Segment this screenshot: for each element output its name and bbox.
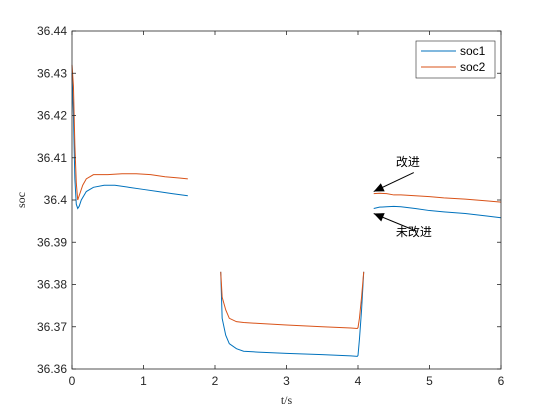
y-tick-label: 36.37 bbox=[37, 320, 67, 334]
y-tick-label: 36.4 bbox=[44, 193, 68, 207]
y-tick-label: 36.39 bbox=[37, 235, 67, 249]
annotation-label: 未改进 bbox=[396, 225, 432, 239]
series-soc1-segment-0 bbox=[71, 73, 188, 210]
series-soc1-segment-1 bbox=[220, 271, 365, 357]
series-soc2-segment-2 bbox=[373, 192, 502, 203]
x-tick-label: 4 bbox=[355, 374, 362, 388]
legend: soc1 soc2 bbox=[415, 40, 496, 79]
y-axis-label: soc bbox=[14, 192, 28, 208]
ticks-layer: 0 1 2 3 4 5 6 36.36 36.37 36.38 36.39 36.4 36.41 36.4… bbox=[37, 24, 505, 388]
annotation-arrowhead bbox=[373, 213, 385, 222]
x-tick-label: 2 bbox=[212, 374, 219, 388]
series-layer bbox=[71, 64, 502, 357]
x-axis-label: t/s bbox=[281, 393, 293, 407]
y-tick-label: 36.44 bbox=[37, 24, 67, 38]
y-tick-label: 36.38 bbox=[37, 278, 67, 292]
annotation-label: 改进 bbox=[396, 155, 420, 169]
series-soc1-segment-2 bbox=[373, 205, 502, 219]
series-soc2-segment-1 bbox=[220, 271, 365, 329]
legend-box bbox=[415, 40, 496, 79]
x-tick-label: 5 bbox=[426, 374, 433, 388]
y-tick-label: 36.41 bbox=[37, 151, 67, 165]
x-tick-label: 0 bbox=[69, 374, 76, 388]
legend-label-soc1: soc1 bbox=[460, 44, 486, 58]
series-soc2-segment-0 bbox=[71, 64, 188, 201]
x-tick-label: 3 bbox=[283, 374, 290, 388]
legend-label-soc2: soc2 bbox=[460, 60, 486, 74]
x-tick-label: 1 bbox=[140, 374, 147, 388]
y-tick-label: 36.43 bbox=[37, 66, 67, 80]
y-tick-label: 36.42 bbox=[37, 109, 67, 123]
x-tick-label: 6 bbox=[498, 374, 505, 388]
plot-area bbox=[72, 31, 501, 369]
annotation-arrowhead bbox=[373, 183, 385, 192]
y-tick-label: 36.36 bbox=[37, 362, 67, 376]
